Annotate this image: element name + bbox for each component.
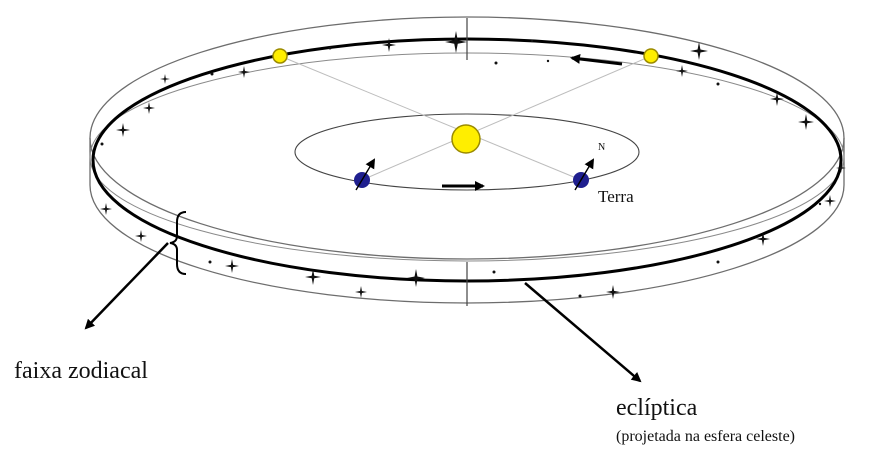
band-top-edge <box>89 16 845 260</box>
star <box>160 74 170 84</box>
ecliptic-line <box>91 37 843 283</box>
star <box>238 66 250 78</box>
band-inner-edge <box>89 52 845 262</box>
projection-line-1 <box>361 55 652 181</box>
star-dot <box>210 72 214 76</box>
star-dot <box>208 260 212 264</box>
star <box>143 102 155 114</box>
star-dot <box>530 39 534 43</box>
star-dots <box>100 39 822 298</box>
star-dot <box>100 142 104 146</box>
earth-axis-right <box>574 158 595 191</box>
earth-label: Terra <box>598 187 634 206</box>
sun-motion-arrow <box>570 53 623 66</box>
zodiac-band-pointer <box>84 242 169 330</box>
star-dot <box>578 294 582 298</box>
star-dot <box>492 270 496 274</box>
star <box>355 286 367 298</box>
earth-axis-left <box>355 158 376 191</box>
star <box>116 123 130 137</box>
star <box>824 195 836 207</box>
star <box>100 203 112 215</box>
sun-projection-left <box>272 48 288 64</box>
star-dot <box>716 260 720 264</box>
star <box>798 114 814 130</box>
star-dot <box>716 82 720 86</box>
ecliptic-label: eclíptica <box>616 395 698 421</box>
star <box>225 259 239 273</box>
ecliptic-note: (projetada na esfera celeste) <box>616 428 795 445</box>
star <box>756 232 770 246</box>
zodiac-band-brace <box>169 211 187 275</box>
sun-projection-right <box>643 48 659 64</box>
sun <box>451 124 481 154</box>
star-dot <box>818 202 822 206</box>
star <box>407 269 425 287</box>
star <box>135 230 147 242</box>
star <box>606 285 620 299</box>
star-dot <box>494 61 498 65</box>
ecliptic-pointer <box>524 282 642 383</box>
earth-orbit <box>294 113 640 191</box>
star <box>445 31 467 53</box>
star-dot <box>328 46 332 50</box>
projection-line-2 <box>279 55 582 181</box>
star <box>676 65 688 77</box>
star-dot <box>546 59 550 63</box>
zodiac-band-label: faixa zodiacal <box>14 358 148 384</box>
north-label: N <box>598 142 605 153</box>
